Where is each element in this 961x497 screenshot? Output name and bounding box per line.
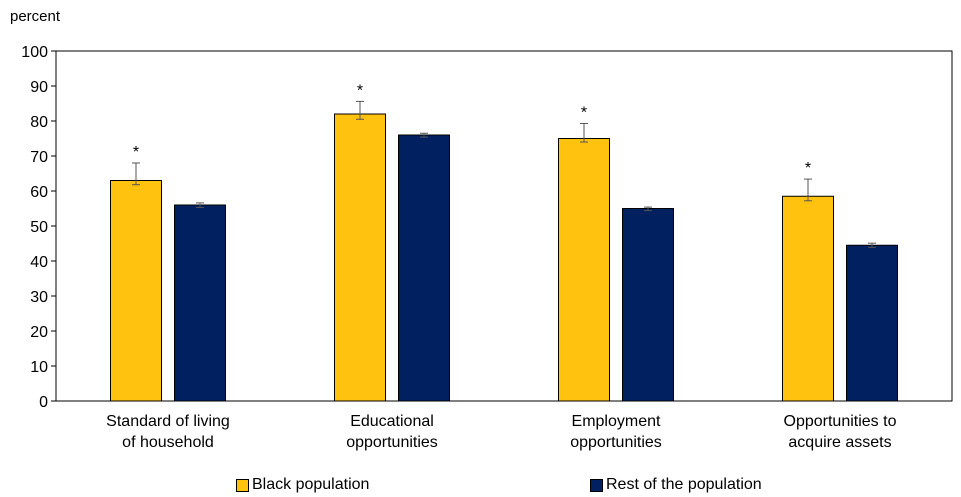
y-tick-label: 60 xyxy=(30,184,48,201)
x-tick-label: Educational xyxy=(350,413,434,430)
legend-swatch-black-population xyxy=(236,478,249,492)
y-tick-label: 0 xyxy=(39,394,48,411)
y-tick-label: 30 xyxy=(30,289,48,306)
y-tick-label: 10 xyxy=(30,359,48,376)
bar xyxy=(334,113,386,402)
x-tick-label: Employment xyxy=(572,413,661,430)
x-tick-label: of household xyxy=(122,434,214,451)
y-tick-label: 90 xyxy=(30,79,48,96)
x-tick-label: Standard of living xyxy=(106,413,230,430)
significance-marker: * xyxy=(357,82,363,99)
y-tick-label: 20 xyxy=(30,324,48,341)
y-tick-label: 80 xyxy=(30,114,48,131)
significance-marker: * xyxy=(581,104,587,121)
bar xyxy=(558,138,610,402)
legend-swatch-rest-of-population xyxy=(590,478,603,492)
legend-item-rest-of-population: Rest of the population xyxy=(590,476,762,494)
significance-marker: * xyxy=(805,160,811,177)
bar xyxy=(398,134,450,402)
x-tick-label: Opportunities to xyxy=(784,413,897,430)
legend-label-rest-of-population: Rest of the population xyxy=(606,476,762,493)
y-tick-label: 50 xyxy=(30,219,48,236)
significance-marker: * xyxy=(133,144,139,161)
bar xyxy=(782,195,834,402)
legend-label-black-population: Black population xyxy=(252,476,370,493)
y-tick-label: 40 xyxy=(30,254,48,271)
legend-item-black-population: Black population xyxy=(236,476,369,494)
y-axis-label: percent xyxy=(10,8,61,25)
x-tick-label: acquire assets xyxy=(788,434,891,451)
y-tick-label: 70 xyxy=(30,149,48,166)
y-tick-label: 100 xyxy=(21,44,48,61)
bar xyxy=(174,204,226,402)
x-tick-label: opportunities xyxy=(570,434,662,451)
bar xyxy=(110,180,162,402)
bar xyxy=(846,244,898,402)
bar xyxy=(622,208,674,402)
x-tick-label: opportunities xyxy=(346,434,438,451)
